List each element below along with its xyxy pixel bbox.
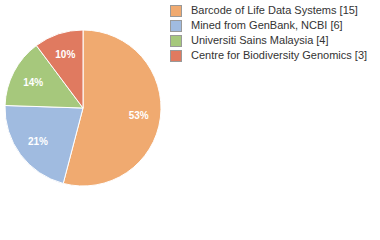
svg-text:53%: 53% <box>129 110 149 121</box>
html-text:Mined from GenBank, NCBI [6]: Mined from GenBank, NCBI [6] <box>191 19 343 31</box>
svg-text:14%: 14% <box>23 77 43 88</box>
html-text:Centre for Biodiversity Genomi: Centre for Biodiversity Genomics [3] <box>191 49 368 61</box>
html-text:Barcode of Life Data Systems [: Barcode of Life Data Systems [15] <box>191 4 358 16</box>
html-text:Universiti Sains Malaysia [4]: Universiti Sains Malaysia [4] <box>191 34 329 46</box>
svg-text:10%: 10% <box>55 49 75 60</box>
svg-text:21%: 21% <box>28 136 48 147</box>
